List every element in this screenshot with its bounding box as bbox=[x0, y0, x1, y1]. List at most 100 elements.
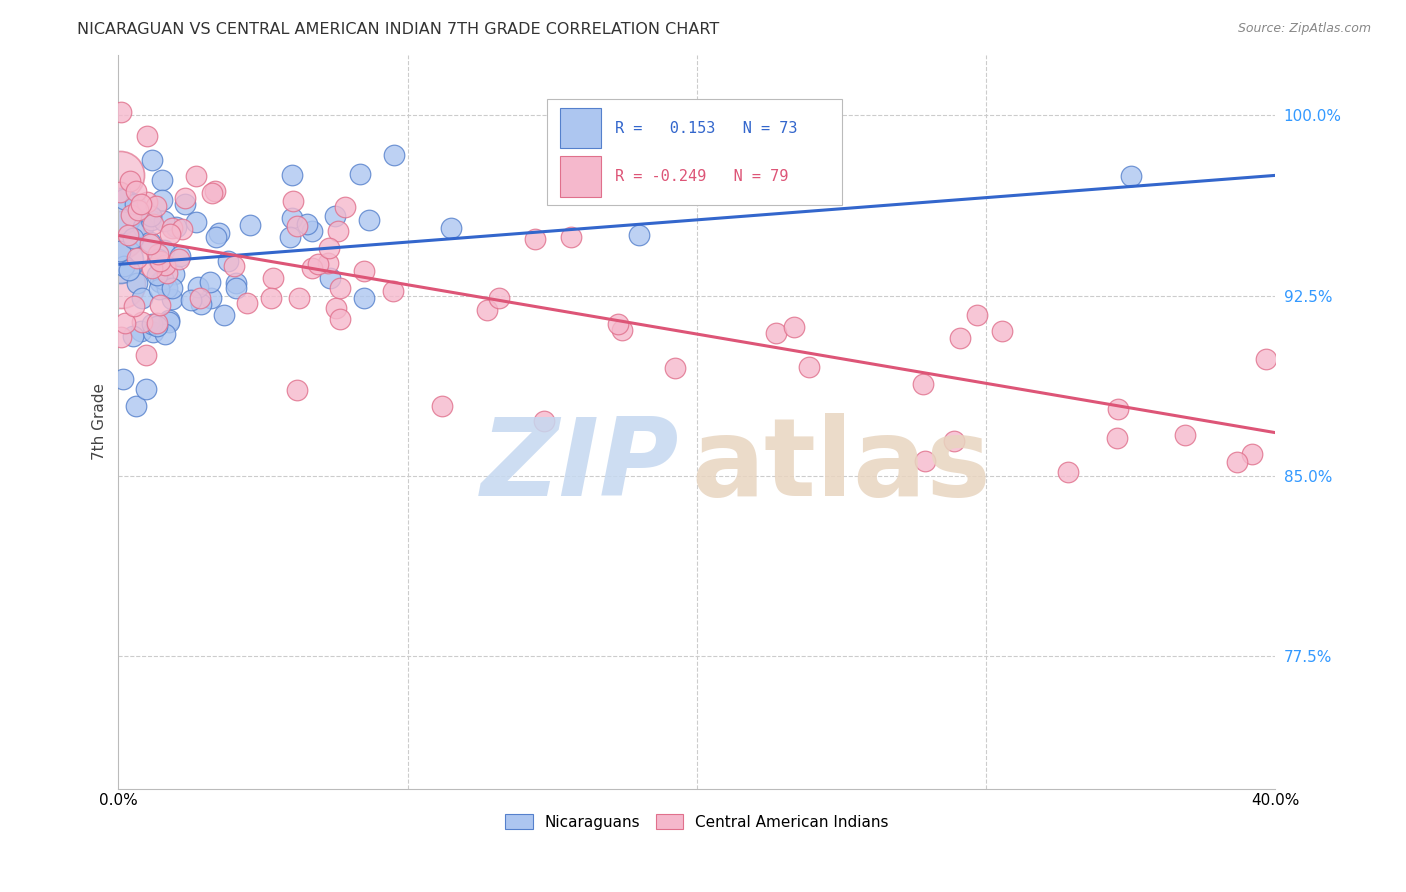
Point bbox=[323, 209, 346, 223]
Point bbox=[112, 259, 135, 273]
Point bbox=[991, 324, 1014, 338]
Point bbox=[278, 230, 301, 244]
Point bbox=[190, 296, 212, 310]
Point bbox=[524, 232, 547, 246]
Point bbox=[149, 275, 172, 289]
Point bbox=[142, 217, 165, 231]
Point bbox=[281, 194, 304, 208]
Point bbox=[208, 226, 231, 240]
Point bbox=[349, 168, 371, 182]
Point bbox=[430, 399, 453, 413]
Point bbox=[153, 244, 176, 258]
Point bbox=[1105, 431, 1128, 445]
Point bbox=[157, 315, 180, 329]
Point bbox=[108, 169, 131, 183]
FancyBboxPatch shape bbox=[547, 99, 842, 205]
Point bbox=[127, 203, 149, 218]
Point bbox=[287, 291, 309, 305]
Point bbox=[782, 320, 804, 334]
Point bbox=[108, 252, 131, 267]
Point bbox=[333, 200, 356, 214]
Point bbox=[1254, 352, 1277, 367]
Point bbox=[148, 282, 170, 296]
Point bbox=[610, 323, 633, 337]
Point bbox=[281, 211, 304, 226]
Point bbox=[159, 227, 181, 241]
Point bbox=[146, 318, 169, 333]
Point bbox=[318, 241, 340, 255]
Point bbox=[150, 193, 173, 207]
Point bbox=[214, 308, 236, 322]
Point bbox=[353, 291, 375, 305]
Point bbox=[124, 197, 146, 211]
Point bbox=[132, 219, 155, 234]
Point bbox=[628, 227, 651, 242]
Point bbox=[131, 291, 153, 305]
Point bbox=[167, 252, 190, 267]
Point bbox=[225, 276, 247, 290]
Point bbox=[200, 275, 222, 289]
Point bbox=[135, 382, 157, 396]
Text: R = -0.249   N = 79: R = -0.249 N = 79 bbox=[614, 169, 789, 184]
Point bbox=[1057, 465, 1080, 479]
Point bbox=[160, 221, 183, 235]
Point bbox=[239, 218, 262, 232]
Point bbox=[146, 268, 169, 283]
Point bbox=[152, 272, 174, 286]
Point bbox=[205, 230, 228, 244]
Point bbox=[121, 231, 143, 245]
Point bbox=[125, 399, 148, 413]
Point bbox=[149, 253, 172, 268]
Point bbox=[281, 169, 304, 183]
Point bbox=[316, 256, 339, 270]
Text: NICARAGUAN VS CENTRAL AMERICAN INDIAN 7TH GRADE CORRELATION CHART: NICARAGUAN VS CENTRAL AMERICAN INDIAN 7T… bbox=[77, 22, 720, 37]
Point bbox=[172, 221, 194, 235]
Point bbox=[112, 372, 135, 386]
Point bbox=[1241, 447, 1264, 461]
Point bbox=[224, 259, 246, 273]
Text: Source: ZipAtlas.com: Source: ZipAtlas.com bbox=[1237, 22, 1371, 36]
Point bbox=[139, 236, 162, 251]
Point bbox=[326, 223, 349, 237]
Point bbox=[108, 228, 131, 243]
Point bbox=[139, 235, 162, 249]
Point bbox=[319, 271, 342, 285]
Point bbox=[160, 293, 183, 307]
Point bbox=[911, 376, 934, 391]
Point bbox=[606, 317, 628, 331]
Point bbox=[1226, 455, 1249, 469]
Point bbox=[131, 197, 153, 211]
Point bbox=[184, 215, 207, 229]
Point bbox=[440, 220, 463, 235]
Text: R =   0.153   N = 73: R = 0.153 N = 73 bbox=[614, 120, 797, 136]
Point bbox=[141, 317, 163, 331]
Point bbox=[180, 293, 202, 307]
Point bbox=[108, 204, 131, 219]
Point bbox=[150, 173, 173, 187]
Point bbox=[169, 249, 191, 263]
Point bbox=[285, 383, 308, 397]
Point bbox=[477, 302, 499, 317]
Point bbox=[384, 148, 406, 162]
Point bbox=[173, 191, 195, 205]
Point bbox=[117, 227, 139, 242]
Point bbox=[135, 195, 157, 210]
Point bbox=[145, 199, 167, 213]
Point bbox=[125, 184, 148, 198]
Point bbox=[118, 174, 141, 188]
Point bbox=[141, 153, 163, 168]
Point bbox=[187, 280, 209, 294]
Point bbox=[146, 252, 169, 267]
Point bbox=[122, 300, 145, 314]
Point bbox=[155, 259, 177, 273]
Point bbox=[141, 260, 163, 275]
Point bbox=[122, 328, 145, 343]
Point bbox=[1119, 169, 1142, 183]
Point bbox=[125, 251, 148, 265]
Point bbox=[285, 219, 308, 233]
Point bbox=[664, 360, 686, 375]
Point bbox=[184, 169, 207, 183]
Point bbox=[110, 277, 132, 291]
Point bbox=[357, 213, 380, 227]
Point bbox=[165, 219, 187, 234]
